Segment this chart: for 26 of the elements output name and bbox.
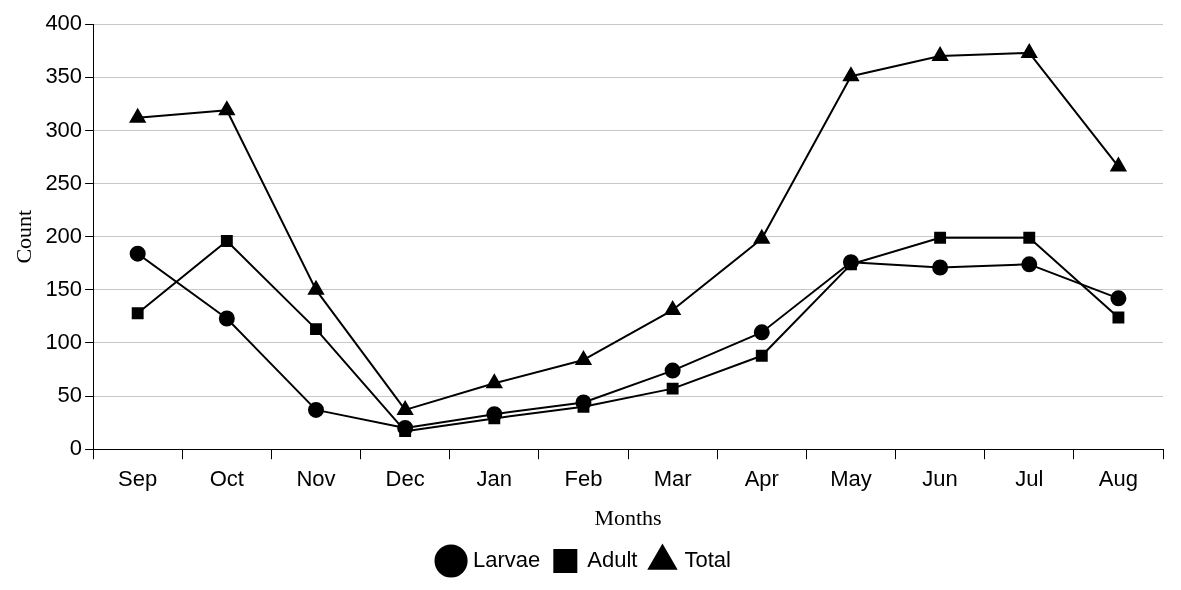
x-tick-label: Dec xyxy=(385,466,425,492)
x-tick-label: Mar xyxy=(653,466,692,492)
x-tick-label: Jan xyxy=(476,466,513,492)
y-tick-label: 350 xyxy=(45,63,83,89)
y-tick-label: 50 xyxy=(57,382,83,408)
x-axis-title: Months xyxy=(594,504,662,530)
legend-label: Adult xyxy=(587,547,638,573)
x-tick-label: Feb xyxy=(564,466,603,492)
x-tick-label: Nov xyxy=(296,466,336,492)
x-tick-label: Aug xyxy=(1098,466,1138,492)
x-tick-label: Oct xyxy=(209,466,244,492)
legend-label: Total xyxy=(684,547,731,573)
y-axis-title: Count xyxy=(10,209,36,264)
x-tick-label: Jul xyxy=(1015,466,1044,492)
y-tick-label: 250 xyxy=(45,169,83,195)
y-tick-label: 0 xyxy=(69,435,83,461)
legend-label: Larvae xyxy=(473,547,541,573)
y-tick-label: 200 xyxy=(45,222,83,248)
y-tick-label: 300 xyxy=(45,116,83,142)
x-tick-label: May xyxy=(830,466,872,492)
y-tick-label: 100 xyxy=(45,329,83,355)
y-tick-label: 400 xyxy=(45,10,83,36)
x-tick-label: Apr xyxy=(744,466,779,492)
y-tick-label: 150 xyxy=(45,275,83,301)
x-tick-label: Jun xyxy=(922,466,958,492)
x-tick-label: Sep xyxy=(118,466,158,492)
